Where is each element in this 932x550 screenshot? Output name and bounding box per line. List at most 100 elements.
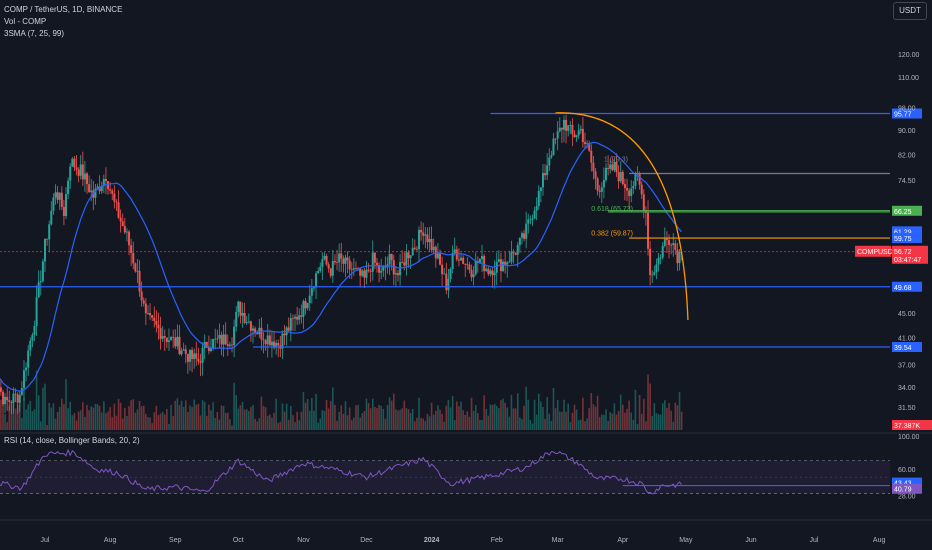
candle	[117, 202, 120, 218]
candle	[491, 270, 494, 276]
candle	[268, 335, 271, 346]
candle	[235, 312, 238, 327]
volume-bar	[348, 407, 351, 430]
candle	[457, 259, 460, 261]
volume-bar	[92, 407, 95, 430]
candle	[163, 336, 166, 338]
volume-bar	[306, 399, 309, 430]
candle	[590, 150, 593, 163]
volume-bar	[609, 412, 612, 430]
candle	[602, 180, 605, 188]
candle	[205, 342, 208, 348]
candle	[346, 257, 349, 261]
candle	[481, 256, 484, 260]
candle	[233, 326, 236, 346]
candle	[96, 186, 99, 189]
candle	[560, 127, 563, 130]
volume-bar	[643, 398, 645, 430]
candle	[418, 229, 421, 250]
candle	[529, 219, 532, 221]
volume-bar	[107, 411, 109, 430]
volume-bar	[371, 398, 374, 430]
candle	[394, 273, 397, 275]
time-tick-label: Apr	[617, 537, 629, 544]
candle	[140, 291, 143, 301]
volume-bar	[54, 418, 57, 430]
volume-bar	[31, 411, 34, 430]
volume-bar	[554, 408, 557, 430]
volume-bar	[674, 402, 677, 430]
candle	[144, 303, 147, 314]
candle	[621, 172, 624, 185]
volume-bar	[359, 417, 361, 430]
volume-bar	[487, 415, 490, 430]
candle	[22, 370, 25, 389]
projection-arc[interactable]	[555, 112, 689, 321]
volume-bar	[495, 405, 498, 430]
price-tick-label: 120.00	[898, 52, 920, 59]
candle	[657, 257, 660, 265]
candle	[380, 270, 383, 273]
candle	[220, 334, 223, 345]
volume-bar	[325, 399, 328, 430]
candle	[451, 252, 454, 270]
currency-button[interactable]: USDT	[893, 2, 927, 20]
candle	[226, 344, 229, 346]
volume-bar	[210, 410, 212, 430]
candle	[14, 393, 17, 395]
volume-bar	[50, 407, 53, 430]
volume-bar	[14, 408, 17, 430]
candle	[367, 269, 370, 271]
volume-bar	[548, 413, 551, 430]
volume-bar	[182, 406, 185, 430]
volume-bar	[103, 401, 105, 430]
candle	[413, 247, 416, 249]
volume-bar	[2, 393, 4, 430]
volume-bar	[82, 402, 84, 430]
rsi-value-label: 40.79	[894, 487, 912, 494]
volume-bar	[567, 403, 569, 430]
volume-bar	[269, 414, 271, 430]
candle	[541, 172, 544, 188]
volume-bar	[319, 418, 322, 430]
countdown-label: 03:47:47	[894, 257, 921, 264]
candle	[4, 396, 7, 405]
volume-bar	[601, 414, 603, 430]
volume-bar	[582, 397, 584, 430]
volume-bar	[479, 419, 481, 430]
candle	[102, 178, 105, 187]
candle	[178, 336, 181, 355]
volume-bar	[445, 405, 448, 430]
candle	[558, 127, 561, 132]
candle	[390, 253, 393, 261]
volume-bar	[63, 404, 65, 430]
volume-bar	[109, 407, 111, 430]
volume-bar	[546, 397, 548, 430]
volume-bar	[384, 418, 387, 430]
volume-bar	[42, 387, 44, 430]
candle	[172, 337, 175, 338]
volume-bar	[197, 403, 200, 430]
candle	[281, 333, 284, 349]
price-label-text: 39.54	[894, 345, 912, 352]
candle	[497, 259, 500, 263]
volume-bar	[435, 410, 437, 430]
volume-bar	[558, 411, 561, 430]
volume-bar	[378, 404, 380, 430]
candle	[567, 125, 570, 131]
candle	[655, 264, 658, 273]
rsi-legend: RSI (14, close, Bollinger Bands, 20, 2)	[4, 436, 140, 445]
candle	[329, 268, 332, 276]
candle	[649, 248, 652, 275]
volume-bar	[392, 393, 395, 430]
volume-bar	[432, 414, 435, 430]
volume-bar	[462, 410, 464, 430]
volume-bar	[252, 404, 254, 430]
volume-bar	[613, 403, 616, 430]
volume-bar	[485, 408, 488, 430]
volume-bar	[514, 408, 517, 430]
volume-bar	[195, 404, 198, 430]
candle	[331, 260, 334, 276]
volume-bar	[659, 414, 662, 430]
